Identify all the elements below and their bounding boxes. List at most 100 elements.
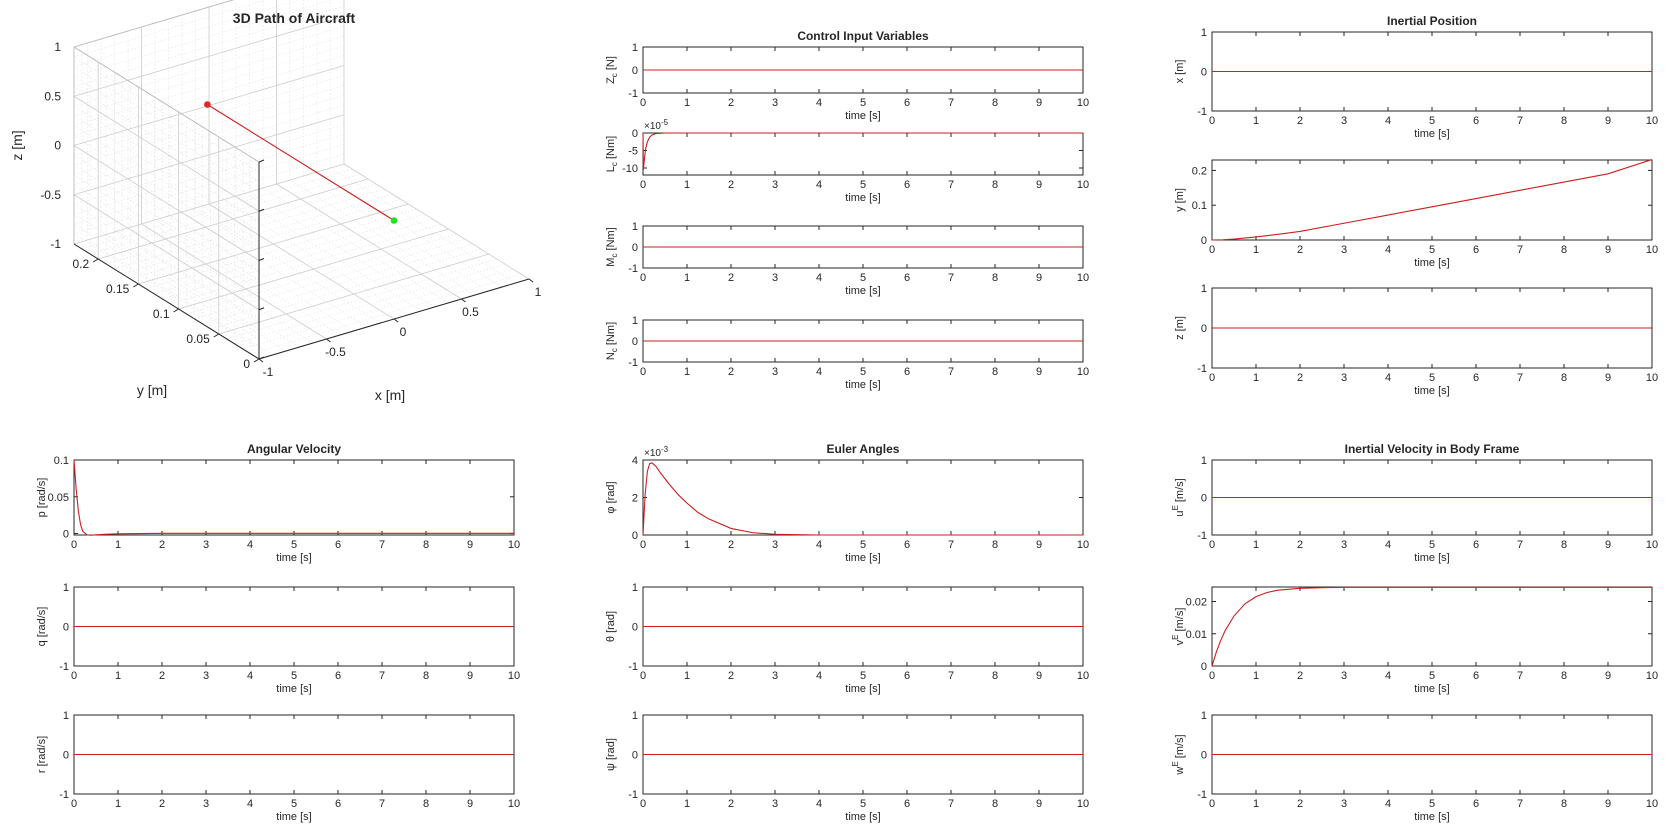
x-tick-label: 8 [992, 798, 998, 810]
x-axis-label: time [s] [845, 192, 880, 204]
y-tick-label: 0.1 [1192, 200, 1207, 212]
x-tick-label: 7 [1517, 539, 1523, 551]
y-axis-label-main: N [605, 352, 617, 360]
x-tick-label: 5 [1429, 372, 1435, 384]
plot-area [642, 459, 1084, 536]
y-tick-label: -1 [628, 263, 638, 275]
x-tick-label: 7 [1517, 798, 1523, 810]
y-tick-label: 0 [1201, 493, 1207, 505]
y-tick-mark [213, 333, 220, 338]
y-tick-label: 0.02 [1186, 597, 1207, 609]
y-tick-label: 0.2 [72, 257, 89, 271]
y-axis-label-main: u [1174, 511, 1186, 517]
z-tick-label: 0.5 [44, 89, 61, 103]
x-tick-label: 4 [247, 670, 253, 682]
grid-major [276, 183, 462, 300]
x-tick-label: 1 [115, 798, 121, 810]
grid-minor [100, 235, 287, 352]
y-axis-label-main: w [1174, 767, 1186, 776]
x-tick-label: 5 [291, 798, 297, 810]
x-tick-label: 3 [203, 670, 209, 682]
x-tick-label: 5 [1429, 115, 1435, 127]
y-axis-label-sup: E [1171, 505, 1180, 510]
subplot-phi: 0 1 2 3 4 5 6 7 8 9 10 0 2 4 time [s] φ [rad] ×10-3 Euler… [605, 442, 1089, 564]
y-tick-label: -10 [622, 163, 638, 175]
x-tick-label: 8 [1561, 244, 1567, 256]
x-tick-label: 9 [1605, 115, 1611, 127]
chart-title: 3D Path of Aircraft [233, 10, 356, 26]
y-tick-label: 0.05 [48, 492, 69, 504]
x-tick-label: 3 [1341, 798, 1347, 810]
y-tick-label: 1 [632, 582, 638, 594]
y-tick-label: 0 [243, 357, 250, 371]
y-tick-label: -5 [628, 146, 638, 158]
x-tick-label: 0 [640, 798, 646, 810]
x-tick-label: 8 [1561, 115, 1567, 127]
y-tick-label: -1 [1197, 106, 1207, 118]
y-tick-label: -1 [628, 661, 638, 673]
x-tick-label: 1 [684, 798, 690, 810]
grid-minor [168, 215, 354, 332]
x-tick-label: 8 [423, 539, 429, 551]
x-tick-label: 2 [1297, 115, 1303, 127]
x-tick-label: 4 [816, 272, 822, 284]
grid-minor [87, 239, 273, 356]
y-tick-label: 0.15 [106, 282, 130, 296]
y-tick-label: 0 [632, 336, 638, 348]
y-tick-label: 0 [1201, 67, 1207, 79]
x-tick-label: 9 [467, 798, 473, 810]
y-axis-label-main: θ [rad] [605, 611, 617, 642]
x-tick-label: 4 [816, 539, 822, 551]
x-tick-label: 5 [860, 798, 866, 810]
y-axis-label-main: r [rad/s] [36, 736, 48, 773]
y-tick-label: -1 [1197, 363, 1207, 375]
y-axis-label-main: v [1174, 639, 1186, 645]
subplot-title: Inertial Velocity in Body Frame [1345, 442, 1520, 456]
x-tick-label: 10 [508, 539, 520, 551]
x-tick-label: 8 [992, 179, 998, 191]
y-axis-line [73, 243, 260, 360]
y-axis-label-unit: [m/s] [1174, 734, 1186, 761]
x-tick-label: 4 [816, 366, 822, 378]
x-tick-label: 2 [159, 798, 165, 810]
x-tick-label: 0 [1209, 372, 1215, 384]
grid-major [178, 228, 449, 310]
x-tick-label: 5 [860, 97, 866, 109]
y-axis-label: y [m] [137, 382, 167, 398]
x-tick-label: 3 [772, 670, 778, 682]
y-axis-label-main: y [m] [1174, 188, 1186, 212]
x-axis-label: time [s] [845, 110, 880, 122]
x-tick-label: 7 [948, 670, 954, 682]
x-tick-label: 0 [71, 798, 77, 810]
y-axis-label-main: z [m] [1174, 316, 1186, 340]
x-tick-label: 8 [992, 670, 998, 682]
grid-major [208, 203, 395, 320]
x-tick-label: 6 [1473, 670, 1479, 682]
x-tick-label: 10 [1646, 798, 1658, 810]
grid-major [73, 145, 260, 261]
x-tick-label: 1 [684, 366, 690, 378]
x-tick-label: 10 [1077, 670, 1089, 682]
x-tick-label: 1 [115, 539, 121, 551]
x-tick-label: 4 [1385, 372, 1391, 384]
y-tick-label: 0.05 [186, 332, 210, 346]
x-tick-label: 5 [1429, 798, 1435, 810]
y-tick-label: 1 [1201, 455, 1207, 467]
y-tick-label: 2 [632, 493, 638, 505]
grid-minor [262, 187, 449, 304]
grid-minor [195, 207, 381, 324]
y-tick-label: 1 [1201, 710, 1207, 722]
grid-major [73, 194, 260, 311]
x-tick-label: 9 [1036, 539, 1042, 551]
axis-exponent-base: ×10 [644, 121, 661, 132]
x-tick-label: 9 [1036, 366, 1042, 378]
x-tick-label: 6 [1473, 244, 1479, 256]
x-tick-label: 6 [904, 366, 910, 378]
axis-exponent-power: -5 [661, 118, 669, 127]
x-tick-label: 4 [1385, 670, 1391, 682]
x-tick-label: -0.5 [325, 345, 346, 359]
y-tick-label: -1 [1197, 530, 1207, 542]
